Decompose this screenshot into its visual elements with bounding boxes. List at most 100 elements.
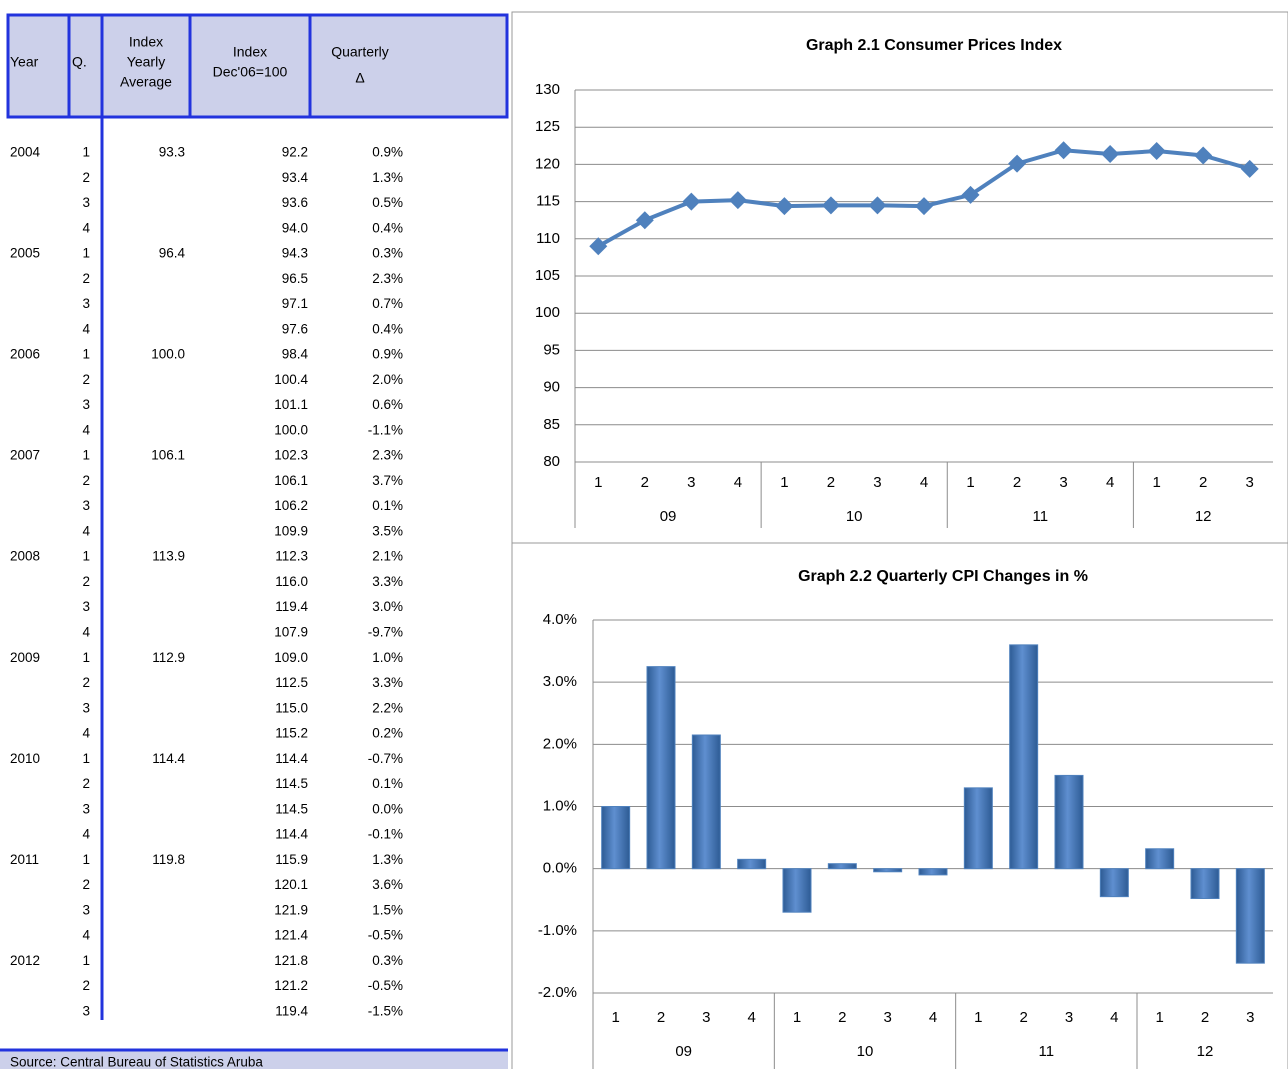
x-tick-label: 1 [611, 1009, 619, 1026]
table-cell: 4 [82, 625, 90, 640]
table-cell: 2.3% [372, 448, 403, 463]
table-cell: 119.8 [152, 852, 185, 867]
x-tick-label: 2 [1019, 1009, 1027, 1026]
source: Source: Central Bureau of Statistics Aru… [10, 1055, 263, 1069]
table-cell: -0.5% [368, 928, 403, 943]
x-tick-label: 2 [641, 474, 649, 491]
table-cell: 106.1 [274, 473, 308, 488]
y-tick-label: 3.0% [543, 673, 577, 690]
table-cell: 94.0 [282, 220, 308, 235]
x-tick-label: 3 [1246, 1009, 1254, 1026]
table-cell: 0.5% [372, 195, 403, 210]
x-tick-label: 3 [687, 474, 695, 491]
table-cell: 2 [82, 271, 90, 286]
chart-frame [511, 542, 1288, 1069]
table-cell: 0.1% [372, 776, 403, 791]
table-cell: 116.0 [275, 574, 308, 589]
table-cell: 93.4 [282, 170, 309, 185]
bar [1190, 868, 1220, 900]
table-cell: 1 [82, 246, 90, 261]
table-cell: 0.9% [372, 347, 403, 362]
table-cell: 3 [82, 700, 90, 715]
x-tick-label: 4 [747, 1009, 755, 1026]
group-label: 09 [660, 508, 677, 525]
header-cell: Index [233, 44, 267, 60]
y-tick-label: 100 [535, 304, 560, 321]
table-cell: 114.4 [275, 751, 308, 766]
x-tick-label: 1 [1152, 474, 1160, 491]
table-cell: 4 [82, 726, 90, 741]
marker [775, 197, 794, 216]
table-cell: 4 [82, 220, 90, 235]
table-cell: 109.9 [274, 523, 308, 538]
table-cell: 107.9 [274, 625, 308, 640]
table-cell: 3 [82, 195, 90, 210]
bar [918, 868, 948, 876]
x-tick-label: 1 [966, 474, 974, 491]
table-cell: 2011 [10, 852, 39, 867]
table-cell: 114.5 [275, 776, 308, 791]
table-cell: 101.1 [274, 397, 308, 412]
y-tick-label: 125 [535, 118, 560, 135]
table-cell: 0.3% [372, 246, 403, 261]
marker [1101, 144, 1120, 163]
y-tick-label: 110 [536, 230, 560, 247]
marker [728, 191, 747, 210]
group-label: 10 [857, 1043, 874, 1060]
table-cell: 1 [82, 347, 90, 362]
table-cell: 1 [82, 448, 90, 463]
y-tick-label: -2.0% [538, 984, 577, 1001]
table-cell: 106.1 [151, 448, 185, 463]
group-label: 09 [675, 1043, 692, 1060]
marker [1194, 146, 1213, 165]
y-tick-label: 130 [535, 81, 560, 98]
table-cell: 94.3 [282, 246, 308, 261]
table-cell: 119.4 [275, 599, 308, 614]
table-cell: 2008 [10, 549, 40, 564]
x-tick-label: 3 [873, 474, 881, 491]
table-cell: 3 [82, 1003, 90, 1018]
table-cell: 2005 [10, 246, 40, 261]
header-cell: Average [120, 74, 172, 90]
table-cell: 98.4 [282, 347, 309, 362]
group-label: 10 [846, 508, 863, 525]
marker [682, 192, 701, 211]
table-cell: 109.0 [274, 650, 308, 665]
bar [963, 787, 993, 870]
table-cell: 4 [82, 523, 90, 538]
table-cell: 114.4 [275, 827, 308, 842]
table: Source: Central Bureau of Statistics Aru… [0, 13, 509, 1069]
table-cell: 115.2 [275, 726, 308, 741]
table-cell: 3.6% [372, 877, 403, 892]
table-cell: 114.4 [152, 751, 185, 766]
table-cell: 3 [82, 801, 90, 816]
x-tick-label: 1 [1155, 1009, 1163, 1026]
y-tick-label: 90 [543, 379, 560, 396]
table-cell: -0.5% [368, 978, 403, 993]
bar [1099, 868, 1129, 898]
table-cell: 1 [82, 953, 90, 968]
header-cell: Year [10, 54, 39, 70]
marker [1054, 141, 1073, 160]
header-cell: Q. [72, 54, 87, 70]
table-cell: 2012 [10, 953, 40, 968]
bar [782, 868, 812, 913]
bar [1009, 644, 1039, 870]
table-cell: 112.9 [152, 650, 185, 665]
table-cell: 2.2% [372, 700, 403, 715]
x-tick-label: 2 [1013, 474, 1021, 491]
x-tick-label: 1 [780, 474, 788, 491]
marker [589, 237, 608, 256]
group-label: 11 [1039, 1043, 1055, 1060]
table-cell: 3.3% [372, 675, 403, 690]
chart-title: Graph 2.1 Consumer Prices Index [806, 37, 1062, 54]
table-cell: 2 [82, 877, 90, 892]
table-cell: 96.4 [159, 246, 186, 261]
table-cell: 92.2 [282, 145, 308, 160]
table-cell: 4 [82, 827, 90, 842]
x-tick-label: 3 [702, 1009, 710, 1026]
header-cell: Dec'06=100 [213, 64, 288, 80]
table-cell: 0.4% [372, 220, 403, 235]
table-cell: 100.4 [274, 372, 308, 387]
group-label: 11 [1033, 508, 1049, 525]
